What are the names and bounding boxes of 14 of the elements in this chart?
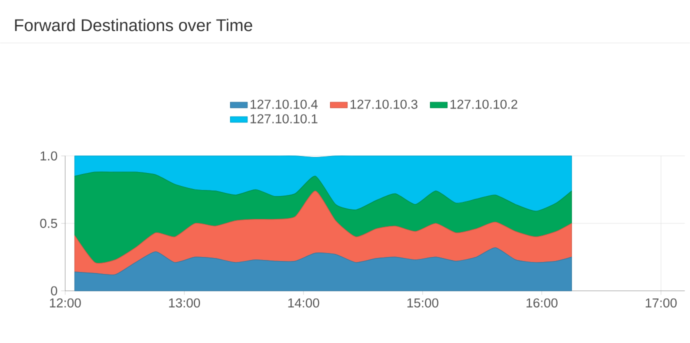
y-tick-label: 0.5 bbox=[40, 218, 58, 228]
legend-label: 127.10.10.2 bbox=[450, 100, 518, 109]
x-tick-label: 13:00 bbox=[169, 298, 200, 308]
x-tick-label: 17:00 bbox=[646, 298, 677, 308]
x-tick-label: 15:00 bbox=[407, 298, 438, 308]
legend-label: 127.10.10.1 bbox=[250, 114, 318, 124]
y-tick-label: 1.0 bbox=[40, 151, 58, 161]
legend-label: 127.10.10.3 bbox=[350, 100, 418, 109]
y-tick-label: 0 bbox=[50, 286, 58, 296]
legend-label: 127.10.10.4 bbox=[250, 100, 318, 109]
x-tick-label: 12:00 bbox=[50, 298, 81, 308]
x-tick-label: 16:00 bbox=[526, 298, 558, 308]
x-tick-label: 14:00 bbox=[288, 298, 320, 308]
chart-title: Forward Destinations over Time bbox=[15, 18, 252, 32]
